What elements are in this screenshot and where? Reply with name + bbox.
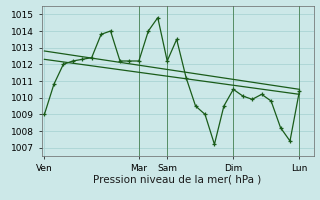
X-axis label: Pression niveau de la mer( hPa ): Pression niveau de la mer( hPa ) <box>93 174 262 184</box>
